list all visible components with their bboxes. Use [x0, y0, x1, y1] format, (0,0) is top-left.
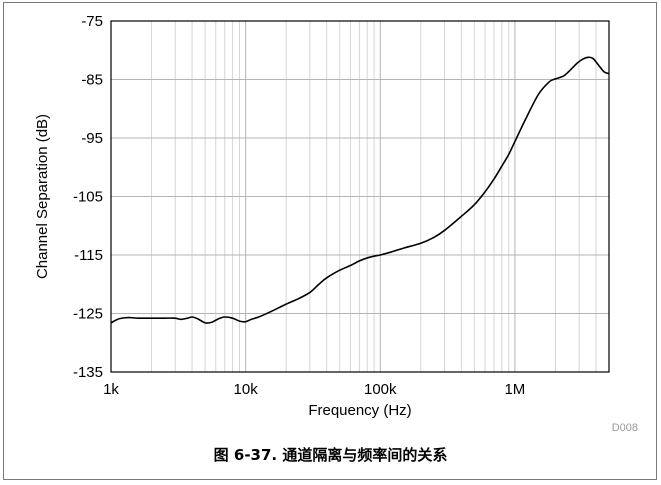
- y-tick-label: -125: [73, 306, 103, 323]
- x-axis-title: Frequency (Hz): [308, 402, 411, 419]
- x-tick-label: 100k: [364, 381, 397, 398]
- figure-code-label: D008: [612, 422, 638, 434]
- x-tick-labels: 1k 10k 100k 1M: [103, 381, 525, 398]
- grid-major-lines: [111, 21, 609, 372]
- figure-frame: [3, 2, 657, 480]
- series-layer: [110, 56, 610, 324]
- y-tick-label: -75: [81, 13, 103, 30]
- y-tick-label: -85: [81, 72, 103, 89]
- plot-area: [110, 20, 610, 373]
- y-tick-labels: -75 -85 -95 -105 -115 -125 -135: [73, 13, 103, 381]
- series-line: [110, 56, 610, 324]
- y-axis-title: Channel Separation (dB): [34, 114, 51, 279]
- y-tick-label: -105: [73, 189, 103, 206]
- x-tick-label: 10k: [234, 381, 259, 398]
- y-tick-label: -135: [73, 364, 103, 381]
- x-tick-label: 1M: [504, 381, 525, 398]
- y-tick-label: -95: [81, 130, 103, 147]
- x-tick-label: 1k: [103, 381, 119, 398]
- y-tick-label: -115: [74, 247, 103, 264]
- figure-caption: 图 6-37. 通道隔离与频率间的关系: [213, 446, 448, 464]
